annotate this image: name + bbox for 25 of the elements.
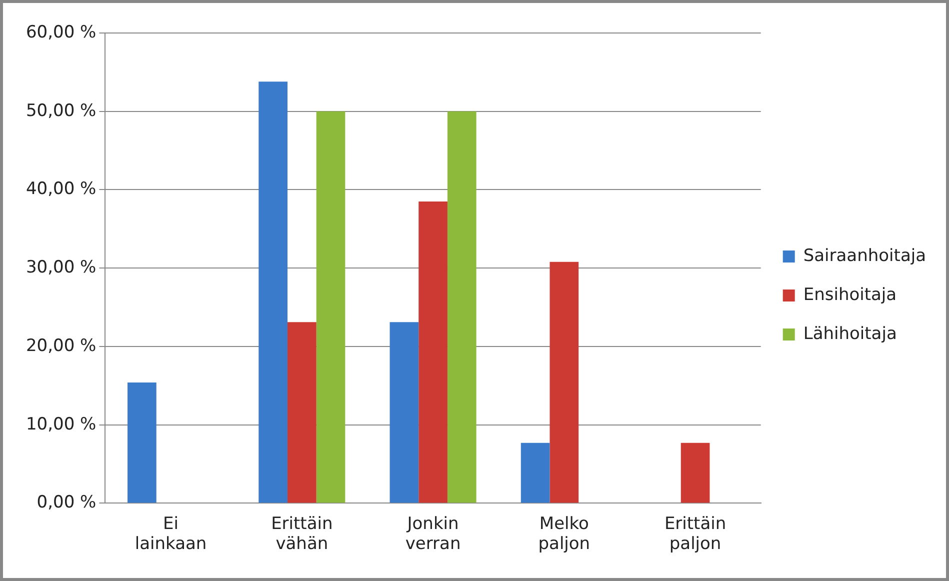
bar: [680, 442, 710, 503]
bar: [390, 322, 419, 503]
legend-label: Lähihoitaja: [803, 324, 897, 344]
x-tick-label: Ei lainkaan: [134, 514, 207, 554]
y-tick-label: 60,00 %: [26, 22, 96, 42]
y-tick-label: 30,00 %: [26, 258, 96, 278]
legend-label: Ensihoitaja: [803, 284, 897, 305]
bar: [520, 442, 550, 503]
x-tick-label: Erittäin paljon: [664, 514, 726, 554]
y-tick-label: 0,00 %: [36, 492, 96, 513]
bar: [258, 82, 288, 503]
y-tick-label: 40,00 %: [26, 179, 96, 200]
bar: [287, 322, 316, 503]
bar: [128, 382, 156, 503]
bar: [550, 262, 579, 503]
y-tick-label: 50,00 %: [26, 100, 96, 121]
bar: [418, 201, 448, 503]
y-tick-label: 20,00 %: [26, 336, 96, 356]
x-tick-label: Jonkin verran: [405, 514, 461, 554]
bar: [316, 111, 346, 503]
legend-label: Sairaanhoitaja: [803, 246, 926, 266]
x-tick-label: Erittäin vähän: [271, 514, 333, 554]
y-tick-label: 10,00 %: [26, 414, 96, 434]
bar: [447, 111, 476, 503]
x-tick-label: Melko paljon: [538, 514, 590, 554]
